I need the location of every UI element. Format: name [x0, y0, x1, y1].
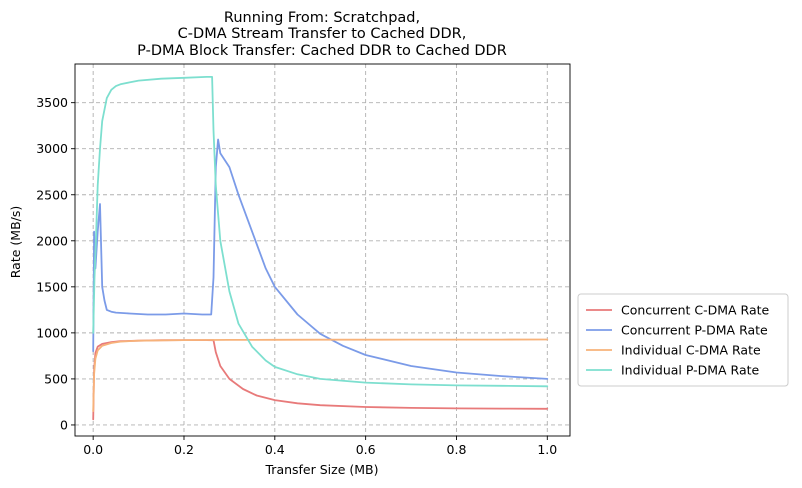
chart-title-line-3: P-DMA Block Transfer: Cached DDR to Cach…	[137, 43, 507, 59]
x-tick-label: 0.6	[356, 442, 376, 457]
series-lines	[92, 76, 549, 421]
legend: Concurrent C-DMA Rate Concurrent P-DMA Ra…	[577, 293, 789, 387]
x-tick-label: 0.2	[174, 442, 194, 457]
chart-title: Running From: Scratchpad, C-DMA Stream T…	[137, 10, 507, 59]
x-tick-label: 0.8	[447, 442, 467, 457]
y-tick-label: 0	[60, 417, 68, 432]
chart-title-line-2: C-DMA Stream Transfer to Cached DDR,	[178, 26, 467, 42]
series-line-1	[92, 339, 549, 421]
legend-label-4: Individual P-DMA Rate	[621, 363, 760, 378]
legend-label-3: Individual C-DMA Rate	[621, 343, 761, 358]
legend-items: Concurrent C-DMA Rate Concurrent P-DMA Ra…	[586, 303, 770, 378]
y-tick-label: 3500	[36, 95, 68, 110]
x-axis-ticks: 0.0 0.2 0.4 0.6 0.8 1.0	[83, 436, 557, 457]
series-line-4	[92, 76, 549, 388]
y-tick-label: 3000	[36, 141, 68, 156]
legend-label-1: Concurrent C-DMA Rate	[621, 303, 770, 318]
y-tick-label: 1000	[36, 325, 68, 340]
y-tick-label: 2500	[36, 187, 68, 202]
x-axis-label: Transfer Size (MB)	[265, 462, 379, 477]
y-tick-label: 500	[44, 371, 68, 386]
plot-area-frame	[74, 63, 571, 437]
x-tick-label: 0.4	[265, 442, 285, 457]
legend-box	[577, 293, 789, 387]
series-line-3	[92, 338, 549, 413]
x-tick-label: 0.0	[83, 442, 103, 457]
legend-label-2: Concurrent P-DMA Rate	[621, 323, 768, 338]
y-tick-label: 2000	[36, 233, 68, 248]
y-tick-label: 1500	[36, 279, 68, 294]
series-line-2	[92, 138, 549, 380]
x-tick-label: 1.0	[537, 442, 557, 457]
y-axis-ticks: 0 500 1000 1500 2000 2500 3000 3500	[36, 95, 75, 432]
y-axis-label: Rate (MB/s)	[8, 206, 23, 278]
chart-title-line-1: Running From: Scratchpad,	[224, 10, 420, 26]
